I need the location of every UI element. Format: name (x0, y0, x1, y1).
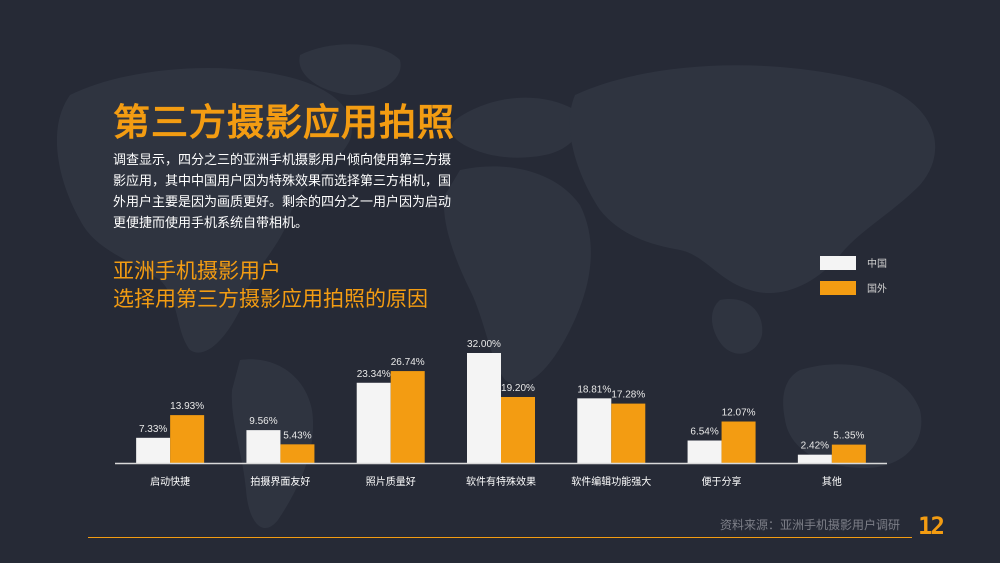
data-label-foreign-6: 5..35% (833, 431, 864, 442)
chart-subtitle-line1: 亚洲手机摄影用户 (113, 259, 281, 283)
description-text: 调查显示，四分之三的亚洲手机摄影用户倾向使用第三方摄影应用，其中中国用户因为特殊… (113, 153, 452, 231)
page-number: 12 (918, 512, 945, 540)
footer-divider (88, 537, 912, 538)
bar-foreign-2 (390, 371, 425, 463)
bar-china-0 (136, 437, 171, 463)
data-label-foreign-4: 17.28% (611, 390, 645, 401)
bar-foreign-6 (831, 444, 866, 463)
category-label-5: 便于分享 (702, 475, 742, 488)
category-label-0: 启动快捷 (150, 475, 190, 488)
data-label-foreign-0: 13.93% (170, 401, 204, 412)
data-label-china-2: 23.34% (357, 369, 391, 380)
data-label-foreign-3: 19.20% (501, 383, 535, 394)
category-label-1: 拍摄界面友好 (250, 475, 310, 488)
data-label-china-3: 32.00% (467, 339, 501, 350)
source-note: 资料来源：亚洲手机摄影用户调研 (719, 518, 900, 532)
legend-swatch-china (820, 256, 856, 270)
chart-subtitle-line2: 选择用第三方摄影应用拍照的原因 (113, 287, 428, 311)
category-label-2: 照片质量好 (366, 475, 416, 488)
data-label-foreign-2: 26.74% (391, 357, 425, 368)
legend-swatch-foreign (820, 281, 856, 295)
bar-china-6 (797, 454, 832, 463)
bar-china-2 (356, 382, 391, 463)
bar-foreign-3 (501, 397, 535, 463)
legend-label-foreign: 国外 (867, 283, 887, 295)
chart-subtitle: 亚洲手机摄影用户 选择用第三方摄影应用拍照的原因 (113, 257, 428, 313)
data-label-china-1: 9.56% (249, 416, 277, 427)
page-title: 第三方摄影应用拍照 (113, 101, 455, 144)
bar-china-4 (577, 398, 612, 463)
category-label-3: 软件有特殊效果 (466, 475, 536, 488)
bar-foreign-1 (280, 444, 315, 463)
data-label-china-0: 7.33% (139, 424, 167, 435)
data-label-china-5: 6.54% (690, 427, 718, 438)
bar-china-3 (467, 353, 501, 463)
data-label-foreign-1: 5.43% (283, 430, 311, 441)
bar-foreign-4 (611, 403, 646, 463)
data-label-china-6: 2.42% (801, 441, 829, 452)
bar-foreign-5 (721, 421, 756, 463)
legend-label-china: 中国 (867, 257, 887, 270)
data-label-foreign-5: 12.07% (722, 408, 756, 419)
category-label-6: 其他 (822, 475, 842, 488)
bar-china-5 (687, 440, 722, 463)
bar-foreign-0 (170, 415, 205, 463)
bar-china-1 (246, 430, 281, 463)
data-label-china-4: 18.81% (577, 384, 611, 395)
category-label-4: 软件编辑功能强大 (571, 475, 651, 488)
